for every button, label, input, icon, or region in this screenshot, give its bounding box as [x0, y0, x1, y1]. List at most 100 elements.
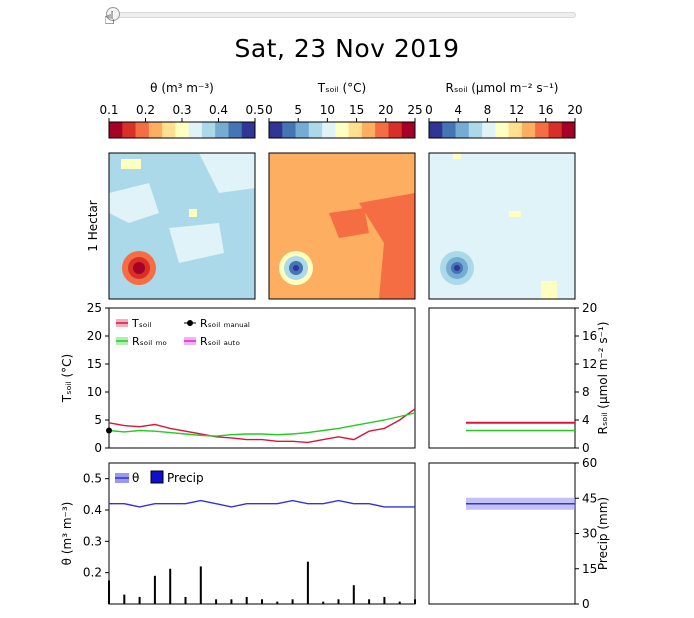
colorbar-swatch: [135, 122, 150, 138]
colorbar-swatch: [388, 122, 403, 138]
colorbar-tick-label: 0.1: [99, 103, 118, 117]
colorbar-swatch: [348, 122, 363, 138]
colorbar-tick-label: 16: [538, 103, 553, 117]
colorbar-swatch: [241, 122, 256, 138]
y-right-tick-label: 4: [582, 413, 590, 427]
colorbar-tick-label: 0.3: [172, 103, 191, 117]
colorbar-swatch: [361, 122, 376, 138]
precip-bar: [322, 601, 325, 604]
manual-point: [106, 427, 112, 434]
y-right-tick-label: 0: [582, 441, 590, 455]
precip-bar: [383, 596, 386, 604]
colorbar-tick-label: 5: [294, 103, 302, 117]
slider-handle[interactable]: [106, 7, 120, 21]
legend-label: Precip: [167, 471, 204, 485]
colorbar-tick-label: 12: [509, 103, 524, 117]
colorbar-frame: [268, 121, 416, 139]
y-tick-label: 0.2: [83, 566, 102, 580]
precip-bar: [230, 599, 233, 604]
precip-bar: [352, 585, 355, 604]
colorbar-swatch: [162, 122, 176, 138]
plot-frame: [108, 307, 416, 449]
colorbar-swatch: [401, 122, 416, 138]
y-tick-label: 15: [87, 357, 102, 371]
map-patch: [541, 281, 557, 299]
legend-swatch: [150, 470, 164, 484]
precip-bar: [276, 601, 279, 604]
precip-bar: [291, 599, 294, 604]
y-tick-label: 5: [94, 413, 102, 427]
y-right-tick-label: 20: [582, 301, 597, 315]
colorbar-tick-label: 20: [378, 103, 393, 117]
map-patch: [199, 153, 255, 193]
precip-bar: [108, 580, 110, 604]
colorbar-label: θ (m³ m⁻³): [150, 81, 214, 95]
page-title: Sat, 23 Nov 2019: [234, 34, 460, 63]
colorbar-swatch: [269, 122, 283, 138]
colorbar-tick-label: 15: [349, 103, 364, 117]
colorbar-swatch: [521, 122, 536, 138]
colorbar-swatch: [508, 122, 523, 138]
precip-bar: [306, 561, 309, 604]
colorbar-tick-label: 4: [454, 103, 462, 117]
y-right-tick-label: 0: [582, 597, 590, 611]
y-tick-label: 25: [87, 301, 102, 315]
map-panel-rsoil: [428, 152, 576, 300]
legend-label: θ: [132, 471, 139, 485]
y-right-tick-label: 45: [582, 491, 597, 505]
map-panel-tsoil: [268, 152, 416, 300]
precip-bar: [169, 568, 172, 604]
y-right-tick-label: 16: [582, 329, 597, 343]
colorbar-swatch: [322, 122, 336, 138]
colorbar-swatch: [535, 122, 549, 138]
colorbar-tick-label: 0: [265, 103, 273, 117]
y-right-tick-label: 8: [582, 385, 590, 399]
colorbar-swatch: [188, 122, 203, 138]
colorbar-tick-label: 10: [320, 103, 335, 117]
y-right-tick-label: 30: [582, 527, 597, 541]
legend-label: Tₛₒᵢₗ: [131, 317, 151, 330]
colorbar-swatch: [442, 122, 457, 138]
colorbar-swatch: [282, 122, 297, 138]
map-spot: [133, 262, 145, 274]
date-slider[interactable]: [106, 7, 576, 21]
colorbar-swatch: [495, 122, 510, 138]
colorbar-tick-label: 8: [484, 103, 492, 117]
precip-bar: [368, 599, 371, 604]
legend-panel-1: [116, 319, 196, 345]
legend-swatch: [187, 320, 193, 326]
precip-bar: [337, 599, 340, 604]
map-patch: [359, 193, 415, 299]
map-patch: [329, 208, 369, 238]
colorbar-tick-label: 0.4: [209, 103, 228, 117]
series-line-rsoil-mo: [108, 412, 416, 437]
colorbar-tick-label: 0: [425, 103, 433, 117]
colorbar-swatch: [548, 122, 563, 138]
right-plot-frame: [428, 307, 576, 449]
map-row-label: 1 Hectar: [86, 200, 100, 252]
map-frame: [268, 152, 416, 300]
y-tick-label: 20: [87, 329, 102, 343]
colorbar-swatch: [295, 122, 310, 138]
colorbar-swatch: [308, 122, 323, 138]
precip-bar: [215, 599, 218, 604]
precip-bar: [153, 575, 156, 604]
map-frame: [428, 152, 576, 300]
colorbar-swatch: [228, 122, 243, 138]
y-axis-label: Tₛₒᵢₗ (°C): [60, 354, 74, 403]
colorbar-swatch: [561, 122, 576, 138]
precip-bar: [398, 601, 401, 604]
y-tick-label: 0.5: [83, 472, 102, 486]
timeseries-panel-1: [105, 307, 579, 449]
timeseries-panel-2: [105, 462, 579, 605]
colorbar-swatch: [109, 122, 123, 138]
right-plot-frame: [428, 462, 576, 605]
y-tick-label: 10: [87, 385, 102, 399]
y-tick-label: 0: [94, 441, 102, 455]
map-patch: [509, 211, 521, 217]
map-patch: [189, 209, 197, 217]
y-right-axis-label: Rₛₒᵢₗ (μmol m⁻² s⁻¹): [596, 322, 610, 435]
map-frame: [108, 152, 256, 300]
precip-bar: [123, 594, 126, 604]
